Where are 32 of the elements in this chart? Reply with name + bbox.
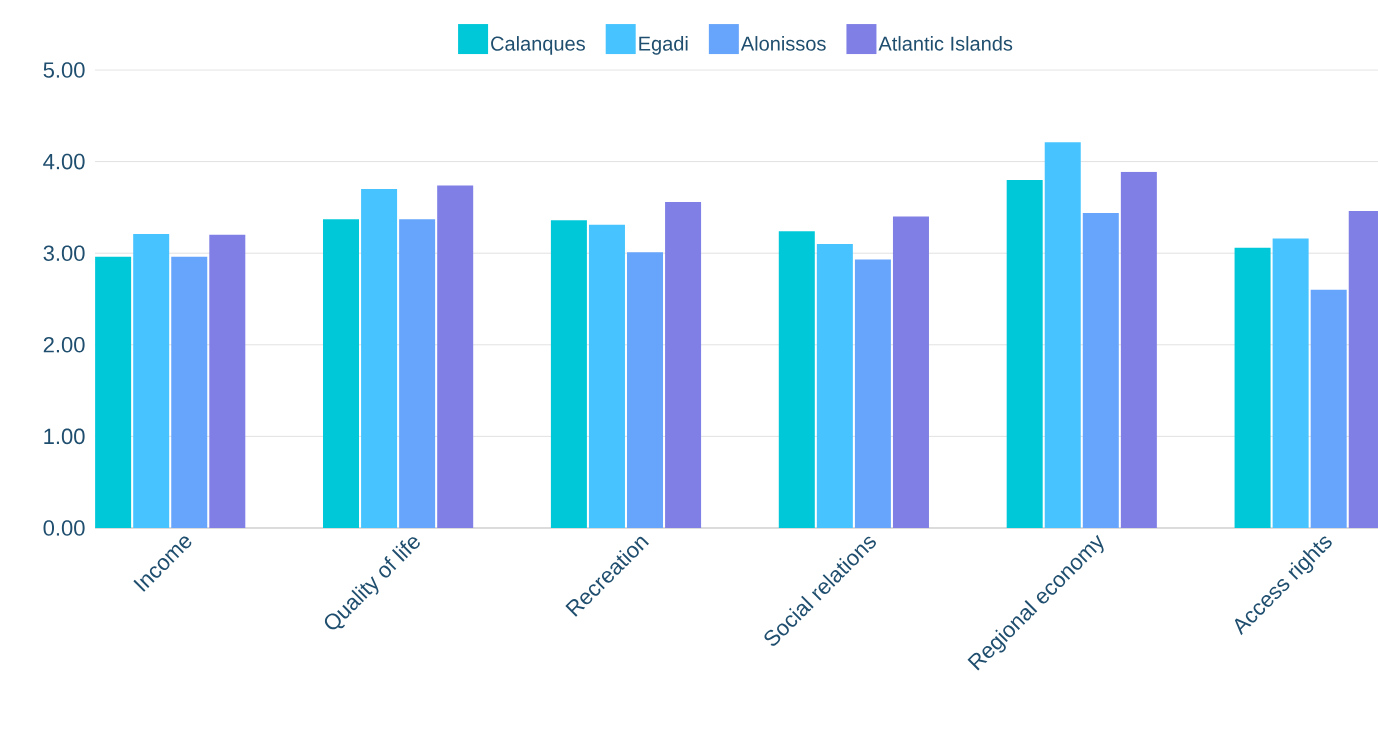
bar: [1234, 247, 1271, 528]
y-tick-label: 0.00: [43, 520, 85, 536]
bar: [1044, 142, 1081, 528]
bar: [95, 256, 132, 528]
bar: [133, 233, 170, 528]
y-tick-label: 3.00: [43, 245, 85, 261]
bar: [816, 244, 853, 528]
bar: [665, 201, 702, 528]
bar: [778, 231, 815, 528]
bar: [361, 189, 398, 528]
bar: [588, 224, 625, 528]
bar: [1082, 212, 1119, 528]
y-tick-label: 5.00: [43, 62, 85, 78]
y-tick-label: 1.00: [44, 428, 85, 445]
bar: [627, 252, 664, 528]
bar: [171, 256, 208, 528]
bar: [209, 234, 246, 528]
legend-label: Atlantic Islands: [878, 36, 1013, 51]
legend-label: Egadi: [639, 36, 688, 55]
bar: [1272, 238, 1309, 528]
bar: [437, 185, 474, 528]
bar: [323, 219, 360, 528]
bar: [550, 220, 587, 528]
bar: [854, 259, 891, 528]
legend-label: Calanques: [491, 36, 585, 55]
bar: [399, 219, 436, 528]
y-tick-label: 4.00: [43, 153, 85, 170]
legend-label: Alonissos: [740, 36, 826, 51]
bar: [892, 216, 929, 528]
bar: [1120, 171, 1157, 528]
y-tick-label: 2.00: [43, 336, 85, 353]
bar: [1006, 179, 1043, 528]
